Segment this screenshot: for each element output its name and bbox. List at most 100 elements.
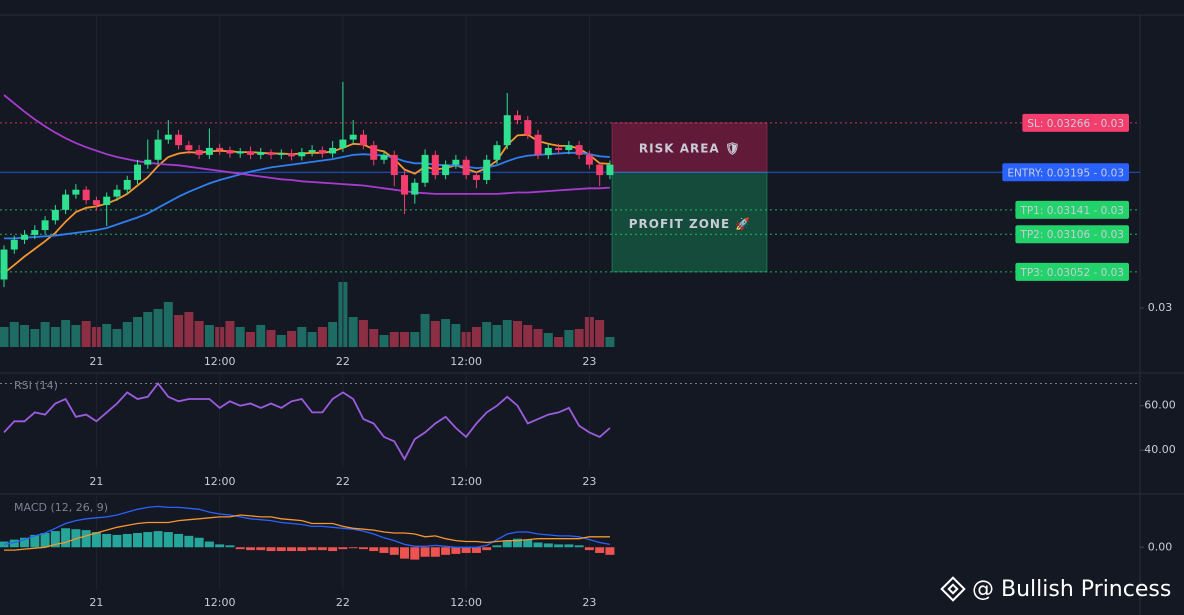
x-tick-label: 22 (336, 355, 350, 368)
candle-body (544, 147, 552, 155)
y-tick-label: 40.00 (1144, 443, 1176, 456)
histogram-bar (163, 532, 173, 548)
histogram-bar (40, 533, 50, 548)
candle-body (585, 154, 593, 165)
candle-body (606, 164, 614, 176)
candle-body (503, 115, 511, 146)
volume-bar (287, 331, 297, 347)
x-tick-label: 21 (89, 596, 103, 609)
level-tag-label: SL: 0.03266 - 0.03 (1027, 118, 1124, 130)
candle-body (113, 189, 121, 197)
volume-bar (369, 329, 379, 347)
histogram-bar (174, 533, 184, 548)
volume-bar (204, 325, 214, 347)
candle-body (483, 159, 491, 180)
candle-body (421, 154, 429, 183)
histogram-bar (482, 547, 492, 551)
histogram-bar (451, 547, 461, 554)
volume-bar (348, 317, 358, 347)
volume-bar (420, 314, 430, 347)
histogram-bar (554, 544, 564, 548)
volume-bar (451, 324, 461, 347)
candle-body (514, 115, 521, 121)
volume-bar (513, 321, 522, 347)
candle-body (246, 151, 254, 155)
y-tick-label: 0.00 (1148, 540, 1173, 553)
candle-body (349, 134, 357, 140)
volume-bar (0, 327, 9, 347)
histogram-bar (410, 547, 420, 560)
zone (611, 171, 768, 273)
icon-diamond (940, 576, 966, 602)
y-tick-label: 60.00 (1144, 399, 1176, 412)
zone (611, 122, 768, 173)
volume-bar (441, 319, 451, 347)
x-tick-label: 12:00 (450, 596, 482, 609)
candle-body (565, 145, 573, 151)
volume-bar (605, 337, 615, 347)
candle-body (452, 159, 460, 165)
histogram-bar (112, 534, 122, 548)
histogram-bar (20, 537, 30, 548)
histogram-bar (143, 532, 153, 548)
histogram-bar (297, 547, 307, 552)
x-tick-label: 12:00 (450, 475, 482, 488)
candle-body (390, 154, 398, 176)
histogram-bar (379, 547, 389, 553)
volume-bar (174, 315, 184, 347)
volume-bar (595, 320, 605, 347)
candle-body (185, 145, 193, 151)
histogram-bar (461, 547, 471, 553)
volume-bar (133, 317, 143, 347)
volume-bar (30, 329, 40, 347)
watermark-icon (940, 576, 966, 602)
histogram-bar (328, 547, 338, 552)
histogram-bar (543, 543, 553, 548)
panel-title: MACD (12, 26, 9) (14, 501, 108, 514)
histogram-bar (215, 544, 225, 548)
level-tag (1015, 262, 1129, 281)
candle-body (92, 200, 100, 206)
histogram-bar (133, 533, 143, 548)
histogram-bar (50, 531, 60, 548)
candle-body (472, 175, 480, 180)
histogram-bar (266, 547, 276, 552)
volume-bar (112, 329, 122, 347)
candle-body (288, 153, 296, 157)
histogram-bar (564, 544, 574, 548)
moving-average (4, 151, 610, 240)
volume-bar (225, 321, 235, 347)
histogram-bar (307, 547, 317, 551)
volume-bar (400, 332, 410, 347)
histogram-bar (441, 547, 451, 555)
candle-body (493, 145, 501, 160)
candle-body (339, 139, 347, 148)
volume-bar (266, 330, 276, 347)
candle-body (144, 159, 152, 165)
candle-body (380, 154, 388, 160)
candle-body (62, 194, 70, 210)
histogram-bar (122, 533, 132, 548)
indicator-line (3, 505, 611, 548)
x-tick-label: 22 (336, 596, 350, 609)
volume-bar (61, 320, 71, 347)
histogram-bar (574, 545, 584, 548)
volume-bar (81, 321, 91, 347)
histogram-bar (420, 547, 430, 557)
volume-bar (184, 312, 194, 347)
volume-bar (533, 329, 543, 347)
candle-body (72, 189, 80, 195)
volume-bar (358, 320, 368, 347)
volume-bar (153, 309, 163, 347)
histogram-bar (184, 535, 194, 548)
histogram-bar (194, 537, 204, 548)
indicator-line (3, 382, 611, 461)
level-tag-label: TP2: 0.03106 - 0.03 (1019, 229, 1124, 241)
level-tag (1022, 113, 1129, 132)
candle-body (329, 147, 337, 154)
candle-body (164, 134, 172, 140)
histogram-bar (358, 547, 368, 550)
volume-bar (297, 327, 307, 347)
